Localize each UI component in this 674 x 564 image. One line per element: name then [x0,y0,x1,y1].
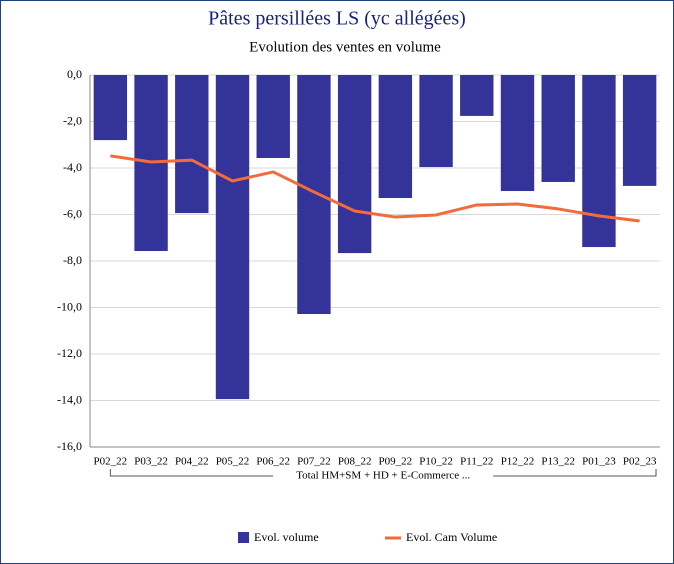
y-tick-label: -10,0 [57,299,82,313]
bar [541,75,575,182]
group-bracket [109,469,657,477]
x-tick-label: P02_23 [623,456,657,468]
y-tick-label: -16,0 [57,439,82,453]
group-label: Total HM+SM + HD + E-Commerce ... [296,470,470,482]
x-tick-label: P08_22 [338,456,372,468]
line [110,154,640,223]
bar [337,75,372,254]
legend-label: Evol. volume [254,530,319,544]
y-tick-label: -2,0 [63,113,82,127]
x-tick-label: P07_22 [297,456,331,468]
bar [175,75,209,214]
x-tick-label: P12_22 [501,456,535,468]
x-tick-label: P06_22 [256,456,290,468]
y-tick-label: -8,0 [63,253,82,267]
bar [500,75,535,192]
y-tick-label: -6,0 [63,206,82,220]
y-tick-label: -12,0 [57,346,82,360]
y-tick-label: -14,0 [57,392,82,406]
bar [419,75,453,168]
x-tick-label: P04_22 [175,456,209,468]
legend-label: Evol. Cam Volume [406,530,497,544]
x-tick-label: P05_22 [216,456,250,468]
bar [622,75,657,186]
y-tick-label: -4,0 [63,160,82,174]
x-tick-label: P10_22 [419,456,453,468]
bar [93,75,128,141]
x-tick-label: P13_22 [541,456,575,468]
bar [582,75,616,248]
y-tick-label: 0,0 [67,67,82,81]
legend-swatch [238,532,249,543]
x-tick-label: P03_22 [134,456,168,468]
x-tick-label: P11_22 [460,456,493,468]
x-tick-label: P09_22 [379,456,413,468]
bar [460,75,494,116]
chart-subtitle: Evolution des ventes en volume [249,39,441,55]
x-tick-label: P01_23 [582,456,616,468]
bar [215,75,250,400]
x-tick-label: P02_22 [94,456,128,468]
bar [256,75,290,159]
bar [378,75,413,198]
chart-title: Pâtes persillées LS (yc allégées) [208,8,466,30]
bar [297,75,331,315]
